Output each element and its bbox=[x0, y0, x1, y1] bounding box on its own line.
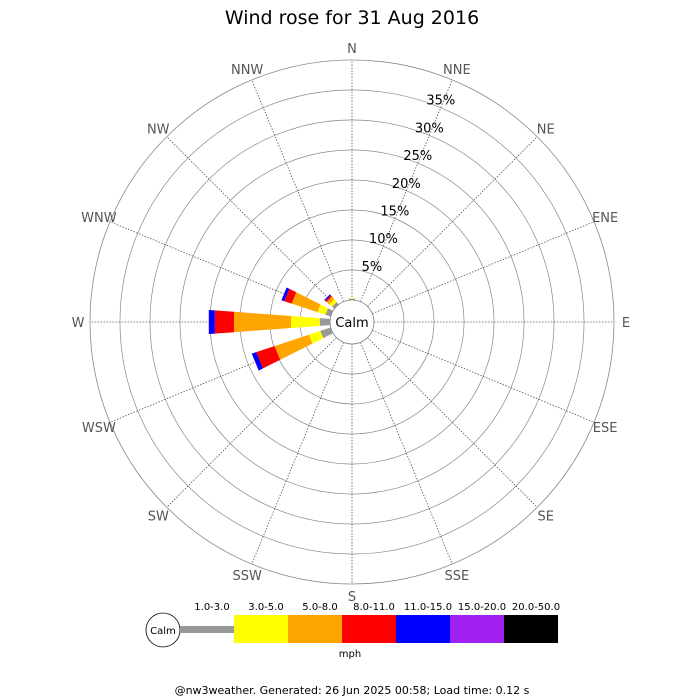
legend-label-1.0-3.0: 1.0-3.0 bbox=[194, 602, 229, 613]
bar-WSW-8.0-11.0 bbox=[256, 346, 281, 369]
footer-text: @nw3weather. Generated: 26 Jun 2025 00:5… bbox=[175, 684, 530, 697]
legend-swatch-20.0-50.0 bbox=[504, 615, 558, 643]
bar-WSW-3.0-5.0 bbox=[308, 330, 324, 344]
radial-tick-10: 10% bbox=[369, 232, 398, 247]
direction-label-ESE: ESE bbox=[593, 421, 618, 436]
legend-swatch-15.0-20.0 bbox=[450, 615, 504, 643]
bar-W-8.0-11.0 bbox=[214, 310, 234, 334]
radial-tick-35: 35% bbox=[426, 94, 455, 109]
legend-label-3.0-5.0: 3.0-5.0 bbox=[248, 602, 283, 613]
spoke-ESE bbox=[372, 330, 595, 423]
radial-tick-30: 30% bbox=[415, 121, 444, 136]
direction-label-NW: NW bbox=[147, 122, 170, 137]
legend-label-8.0-11.0: 8.0-11.0 bbox=[353, 602, 395, 613]
direction-labels: N NNE NE ENE E ESE SE SSE S SSW SW WSW W WNW NW NNW bbox=[72, 42, 631, 605]
bar-NW-11.0-15.0 bbox=[324, 294, 331, 301]
direction-label-WSW: WSW bbox=[82, 421, 116, 436]
direction-label-SSE: SSE bbox=[444, 569, 469, 584]
radial-tick-5: 5% bbox=[362, 260, 383, 275]
bar-W-11.0-15.0 bbox=[208, 310, 215, 334]
bar-W-5.0-8.0 bbox=[234, 311, 291, 333]
legend-swatch-1.0-3.0 bbox=[180, 626, 234, 633]
legend-label-5.0-8.0: 5.0-8.0 bbox=[302, 602, 337, 613]
legend-swatch-8.0-11.0 bbox=[342, 615, 396, 643]
direction-label-W: W bbox=[72, 316, 85, 331]
bar-NW-3.0-5.0 bbox=[329, 299, 337, 307]
direction-label-SE: SE bbox=[538, 510, 554, 525]
calm-center: Calm bbox=[329, 299, 375, 345]
spoke-NW bbox=[166, 136, 337, 307]
wind-bars bbox=[208, 287, 356, 371]
legend-label-11.0-15.0: 11.0-15.0 bbox=[404, 602, 452, 613]
spoke-SW bbox=[166, 337, 337, 508]
legend-label-20.0-50.0: 20.0-50.0 bbox=[512, 602, 560, 613]
bar-WNW-3.0-5.0 bbox=[317, 304, 328, 315]
spoke-NE bbox=[367, 136, 538, 307]
radial-tick-15: 15% bbox=[380, 205, 409, 220]
direction-label-SW: SW bbox=[148, 510, 169, 525]
bar-W-1.0-3.0 bbox=[319, 318, 330, 326]
bar-N-3.0-5.0 bbox=[348, 298, 356, 299]
direction-label-E: E bbox=[622, 316, 630, 331]
legend-unit: mph bbox=[339, 649, 361, 660]
bar-NW-5.0-8.0 bbox=[326, 296, 335, 305]
radial-tick-labels: 5% 10% 15% 20% 25% 30% 35% bbox=[362, 94, 456, 275]
legend-label-15.0-20.0: 15.0-20.0 bbox=[458, 602, 506, 613]
radial-tick-20: 20% bbox=[392, 177, 421, 192]
direction-label-NNW: NNW bbox=[231, 63, 263, 78]
direction-label-S: S bbox=[348, 590, 356, 605]
direction-label-SSW: SSW bbox=[232, 569, 262, 584]
legend-calm-label: Calm bbox=[150, 626, 176, 637]
spoke-SSE bbox=[360, 342, 453, 565]
bar-W-3.0-5.0 bbox=[291, 316, 320, 328]
bar-WSW-11.0-15.0 bbox=[251, 352, 263, 371]
legend-swatch-5.0-8.0 bbox=[288, 615, 342, 643]
direction-label-ENE: ENE bbox=[592, 211, 618, 226]
spoke-ENE bbox=[372, 221, 595, 314]
bar-NW-8.0-11.0 bbox=[325, 295, 332, 302]
bar-NW-1.0-3.0 bbox=[332, 302, 339, 309]
legend-swatch-11.0-15.0 bbox=[396, 615, 450, 643]
bar-WSW-1.0-3.0 bbox=[320, 327, 333, 339]
direction-label-NE: NE bbox=[537, 122, 555, 137]
bar-WNW-8.0-11.0 bbox=[284, 288, 297, 304]
spoke-SSW bbox=[251, 342, 344, 565]
spoke-NNE bbox=[360, 79, 453, 302]
calm-label: Calm bbox=[335, 316, 368, 331]
direction-label-N: N bbox=[347, 42, 357, 57]
direction-label-NNE: NNE bbox=[443, 63, 471, 78]
legend: Calm 1.0-3.0 3.0-5.0 5.0-8.0 8.0-11.0 11.0-1… bbox=[145, 602, 560, 660]
bar-WNW-5.0-8.0 bbox=[291, 292, 321, 313]
chart-title: Wind rose for 31 Aug 2016 bbox=[225, 7, 479, 29]
spoke-NNW bbox=[251, 79, 344, 302]
bar-WSW-5.0-8.0 bbox=[274, 334, 313, 360]
calm-circle bbox=[329, 299, 375, 345]
grid-outer-circle bbox=[89, 59, 615, 585]
direction-label-WNW: WNW bbox=[81, 211, 117, 226]
bar-WNW-11.0-15.0 bbox=[281, 287, 290, 302]
spoke-SE bbox=[367, 337, 538, 508]
radial-tick-25: 25% bbox=[403, 149, 432, 164]
legend-swatch-3.0-5.0 bbox=[234, 615, 288, 643]
